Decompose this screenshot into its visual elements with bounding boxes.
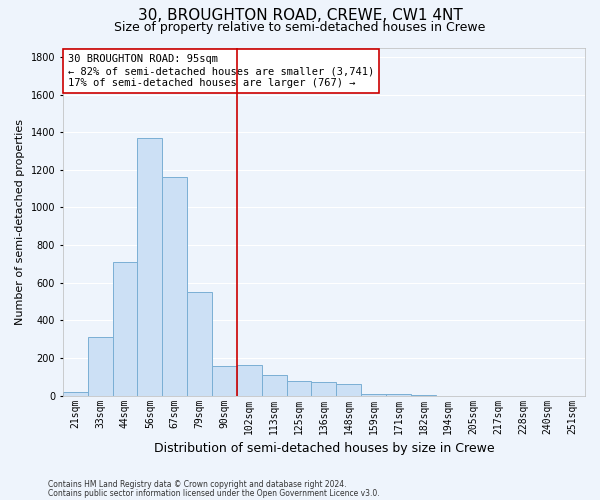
Bar [386, 394, 411, 396]
Bar [113, 262, 137, 396]
Bar [337, 384, 361, 396]
Bar [262, 375, 287, 396]
Bar [162, 178, 187, 396]
Bar [212, 366, 237, 396]
Bar [411, 394, 436, 396]
Text: 30 BROUGHTON ROAD: 95sqm
← 82% of semi-detached houses are smaller (3,741)
17% o: 30 BROUGHTON ROAD: 95sqm ← 82% of semi-d… [68, 54, 374, 88]
Bar [187, 292, 212, 396]
Bar [311, 382, 337, 396]
Text: Contains public sector information licensed under the Open Government Licence v3: Contains public sector information licen… [48, 489, 380, 498]
Bar [88, 338, 113, 396]
Bar [137, 138, 162, 396]
Text: Contains HM Land Registry data © Crown copyright and database right 2024.: Contains HM Land Registry data © Crown c… [48, 480, 347, 489]
Bar [287, 380, 311, 396]
Bar [237, 364, 262, 396]
Text: Size of property relative to semi-detached houses in Crewe: Size of property relative to semi-detach… [115, 21, 485, 34]
Y-axis label: Number of semi-detached properties: Number of semi-detached properties [15, 118, 25, 324]
Text: 30, BROUGHTON ROAD, CREWE, CW1 4NT: 30, BROUGHTON ROAD, CREWE, CW1 4NT [137, 8, 463, 22]
X-axis label: Distribution of semi-detached houses by size in Crewe: Distribution of semi-detached houses by … [154, 442, 494, 455]
Bar [361, 394, 386, 396]
Bar [63, 392, 88, 396]
